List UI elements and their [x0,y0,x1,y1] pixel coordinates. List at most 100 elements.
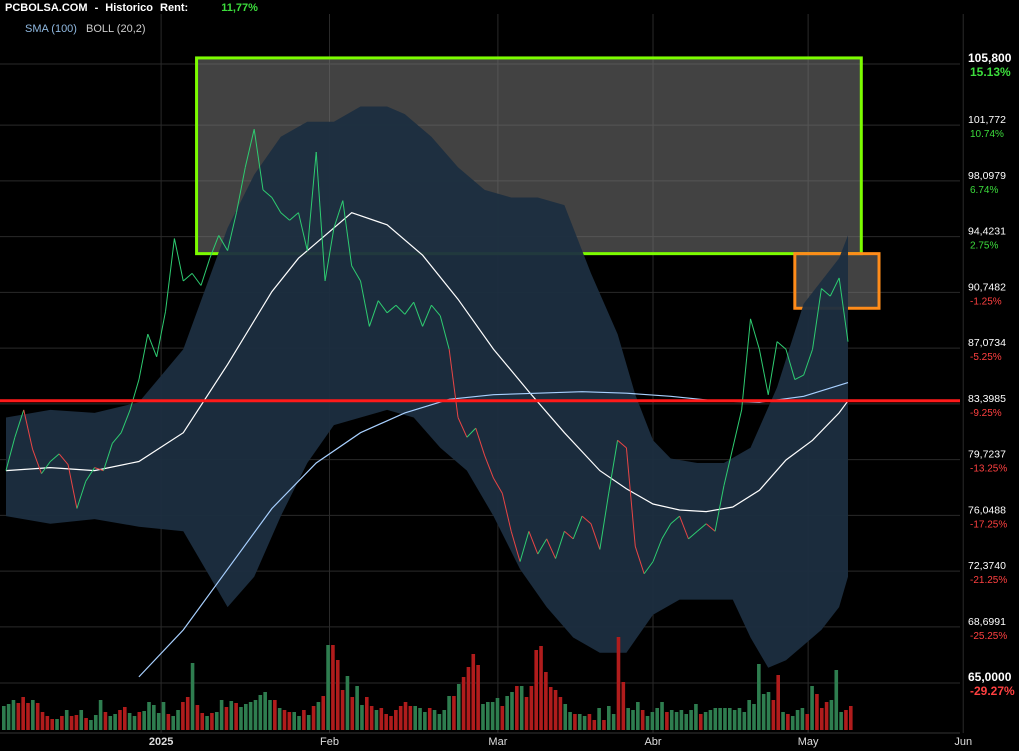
price-segment [555,531,565,559]
price-segment [829,277,840,297]
volume-bar [311,706,316,730]
volume-bar [16,703,21,730]
volume-bar [660,702,664,730]
volume-bar [674,712,679,730]
price-segment [271,197,282,213]
volume-bar [365,697,369,730]
price-segment [422,305,432,327]
price-segment [413,302,424,327]
volume-bar [137,712,142,730]
price-segment [572,515,583,540]
price-segment [58,453,69,465]
boll-middle-line [5,212,849,513]
volume-bar [655,708,659,730]
volume-bar [437,714,442,730]
price-segment [812,288,822,350]
volume-bar [650,712,655,730]
volume-bar [244,704,248,730]
volume-bar [200,713,205,730]
volume-bar [147,702,151,730]
y-tick-percent: 15.13% [970,65,1011,79]
volume-bar [214,712,219,730]
price-segment [209,235,220,259]
volume-bar [490,702,495,730]
volume-bar [369,706,374,730]
volume-bar [689,710,693,730]
volume-bar [195,705,200,730]
volume-bar [558,697,563,730]
volume-bar [447,696,451,730]
rent-value: 11,77% [221,2,258,14]
price-segment [785,349,796,380]
volume-bar [805,714,810,730]
price-segment [404,301,415,315]
volume-bar [45,716,50,730]
volume-bar [708,710,713,730]
volume-bar [839,712,843,730]
volume-bar [737,708,742,730]
volume-bar [2,706,6,730]
volume-bar [64,710,69,730]
volume-bar [248,702,253,730]
volume-bar [389,716,393,730]
y-tick-percent: 2.75% [970,241,998,252]
y-tick-percent: -17.25% [970,519,1007,530]
price-segment [484,455,494,479]
price-segment [280,212,290,221]
y-tick-price: 83,3985 [968,393,1006,405]
price-segment [218,235,229,251]
volume-bar [815,694,819,730]
price-segment [262,189,273,198]
y-tick-price: 76,0488 [968,504,1006,516]
x-tick-label: 2025 [149,736,173,748]
price-segment [510,531,521,562]
y-tick-price: 90,7482 [968,281,1006,293]
volume-bar [93,715,98,730]
rent-label: Rent: [160,2,189,14]
price-segment [546,538,556,559]
volume-bar [74,715,79,730]
price-segment [501,493,512,532]
volume-bar [529,686,534,730]
volume-bar [239,707,243,730]
price-segment [235,167,246,213]
price-segment [670,515,680,525]
price-segment [466,427,477,438]
volume-bar [631,710,635,730]
volume-bar [403,702,408,730]
price-segment [147,333,158,357]
price-segment [776,341,787,350]
volume-layer [2,637,853,730]
price-segment [608,440,619,494]
volume-bar [844,710,848,730]
mode-label: Historico [105,2,153,14]
volume-bar [35,703,40,730]
volume-bar [607,706,611,730]
volume-bar [263,692,267,730]
price-segment [697,523,707,532]
price-segment [838,277,849,342]
volume-bar [742,712,747,730]
y-tick-price: 94,4231 [968,226,1006,238]
price-segment [342,200,353,266]
price-segment [191,273,202,286]
volume-bar [355,686,359,730]
price-segment [741,318,752,410]
price-segment [289,212,299,221]
volume-bar [568,712,572,730]
price-segment [156,311,167,357]
price-segment [528,531,539,555]
volume-bar [665,712,669,730]
indicator-legend: SMA (100) BOLL (20,2) [25,23,146,35]
volume-bar [476,665,480,730]
y-tick-percent: 6.74% [970,185,998,196]
price-segment [85,467,96,482]
price-segment [138,333,149,380]
volume-bar [219,700,224,730]
volume-bar [761,694,766,730]
series-layer [0,129,960,678]
volume-bar [621,682,626,730]
volume-bar [79,710,84,730]
y-tick-price: 79,7237 [968,449,1006,461]
volume-bar [626,708,630,730]
